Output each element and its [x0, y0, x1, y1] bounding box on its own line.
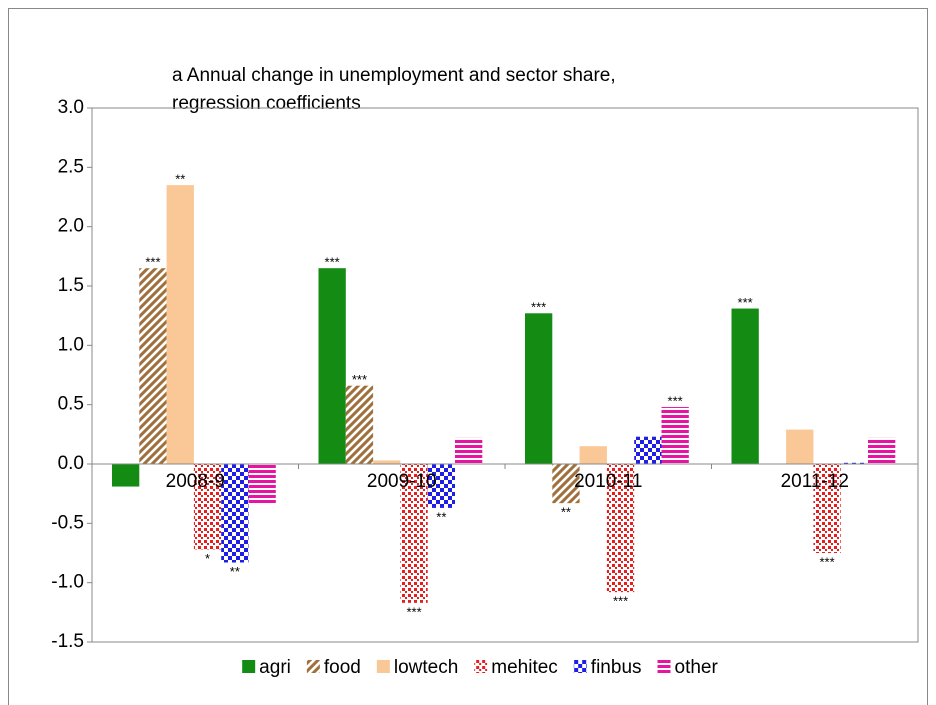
bar	[193, 464, 222, 550]
bar	[221, 464, 249, 563]
significance-label: ***	[819, 554, 834, 569]
bar	[373, 460, 401, 464]
legend-swatch	[306, 660, 320, 673]
legend-swatch	[573, 660, 587, 673]
significance-label: ***	[406, 604, 421, 619]
significance-label: ***	[738, 295, 753, 310]
x-tick-label: 2008-9	[166, 471, 225, 492]
bar	[840, 462, 868, 464]
legend: agri food lowtech mehitec finbus other	[242, 657, 718, 678]
chart-title: regression coefficients	[172, 93, 361, 114]
y-tick-label: -0.5	[51, 512, 84, 533]
bar	[661, 407, 689, 464]
legend-swatch	[474, 660, 488, 673]
bar	[400, 464, 428, 603]
bar	[634, 436, 662, 464]
plot-area	[91, 107, 919, 643]
x-tick-label: 2010-11	[574, 471, 642, 492]
significance-label: ***	[145, 255, 160, 270]
bar	[318, 268, 346, 464]
bar	[427, 464, 455, 508]
y-tick-label: 2.5	[58, 156, 84, 177]
y-tick-label: -1.0	[51, 572, 84, 593]
bar	[166, 185, 194, 464]
bar	[579, 446, 607, 464]
significance-label: *	[205, 551, 210, 566]
legend-swatch	[657, 660, 671, 673]
legend-label: finbus	[591, 657, 642, 678]
y-tick-label: 1.0	[58, 334, 84, 355]
significance-label: ***	[325, 255, 340, 270]
x-tick-label: 2011-12	[781, 471, 849, 492]
y-tick-label: -1.5	[51, 631, 84, 652]
x-tick-label: 2009-10	[367, 471, 437, 492]
y-tick-label: 1.5	[58, 275, 84, 296]
significance-label: **	[561, 505, 571, 520]
significance-label: **	[230, 564, 240, 579]
significance-label: ***	[668, 393, 683, 408]
bar	[248, 464, 276, 504]
chart-title: a Annual change in unemployment and sect…	[172, 65, 616, 86]
bar	[606, 464, 635, 593]
bar	[455, 437, 483, 464]
y-tick-label: 0.0	[58, 453, 84, 474]
bar	[786, 429, 814, 464]
significance-label: ***	[613, 594, 628, 609]
significance-label: ***	[531, 300, 546, 315]
legend-label: mehitec	[491, 657, 558, 678]
bar	[868, 437, 896, 464]
legend-swatch	[376, 660, 390, 673]
bar	[139, 268, 167, 464]
legend-label: lowtech	[394, 657, 458, 678]
bar	[731, 308, 759, 464]
y-tick-label: 3.0	[58, 97, 84, 118]
bar	[813, 464, 841, 553]
legend-label: other	[675, 657, 719, 678]
y-tick-label: 2.0	[58, 216, 84, 237]
y-tick-label: 0.5	[58, 394, 84, 415]
significance-label: ***	[352, 372, 367, 387]
chart-border	[8, 8, 928, 705]
bar	[525, 313, 553, 464]
legend-label: food	[324, 657, 361, 678]
legend-swatch	[242, 660, 256, 673]
bar	[345, 385, 374, 464]
significance-label: **	[436, 509, 446, 524]
legend-label: agri	[259, 657, 291, 678]
bar	[552, 464, 580, 504]
bar	[112, 464, 140, 487]
significance-label: **	[175, 172, 185, 187]
